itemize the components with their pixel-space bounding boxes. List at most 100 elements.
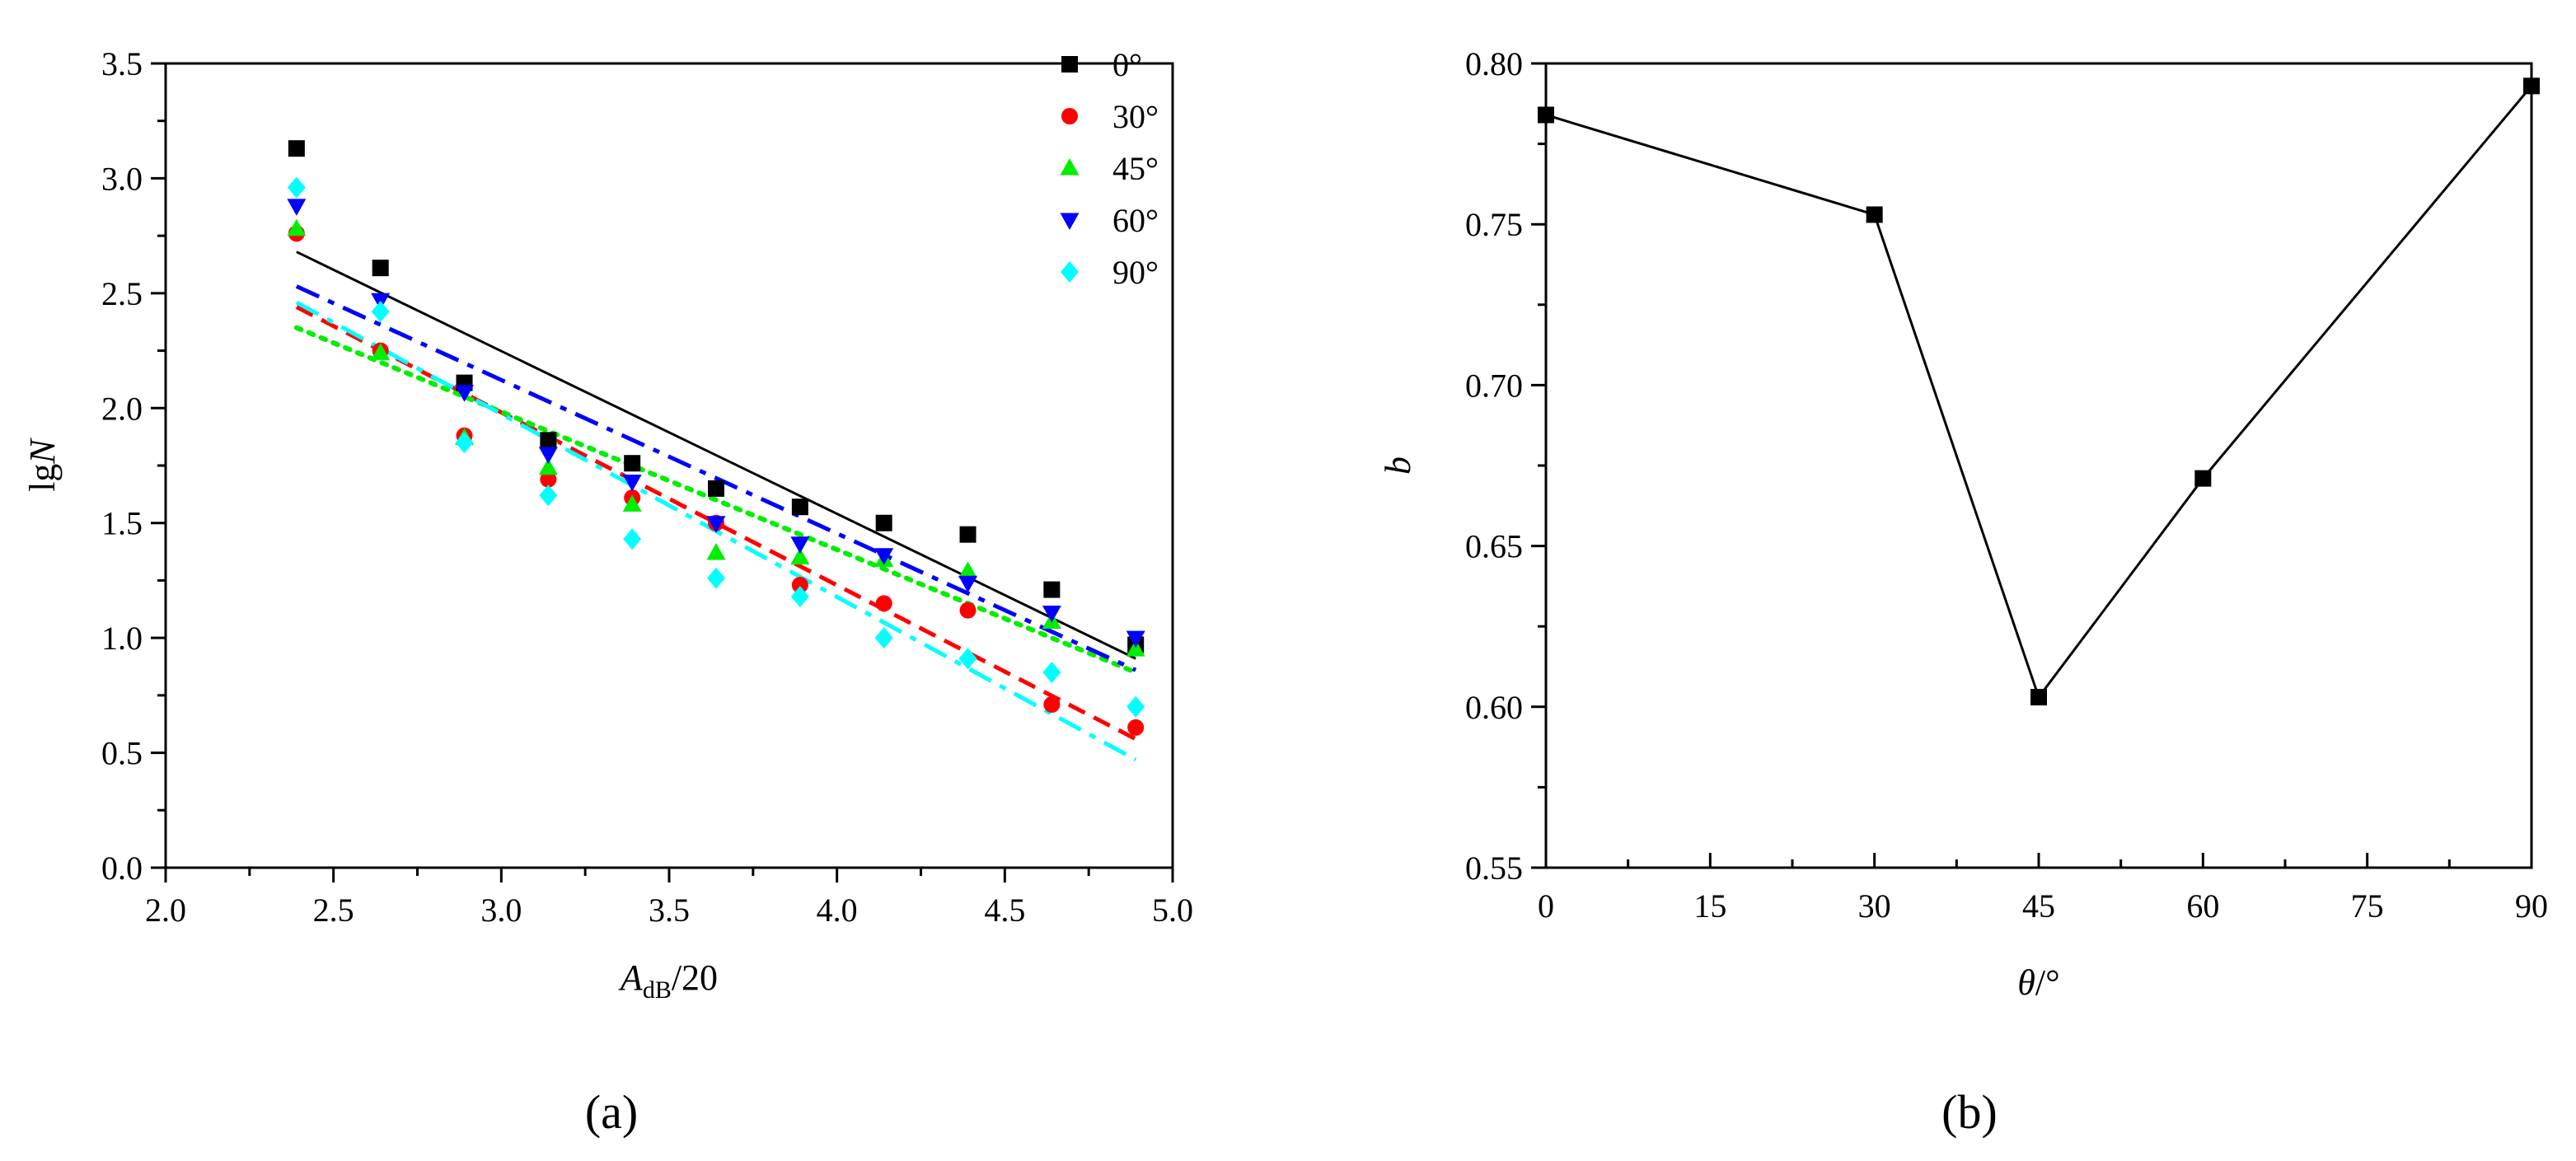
point-0deg [288, 140, 305, 157]
y-tick-label: 1.5 [101, 505, 143, 542]
point-45deg [1126, 639, 1145, 657]
point-45deg [538, 457, 558, 475]
y-tick-label: 1.0 [101, 620, 143, 657]
y-tick-label: 0.0 [101, 850, 143, 887]
point-60deg [1126, 630, 1145, 648]
point-90deg [790, 585, 809, 607]
point-0deg [875, 514, 892, 531]
y-tick-label: 3.0 [101, 160, 143, 197]
point-90deg [1126, 695, 1145, 718]
point-0deg [540, 432, 557, 449]
y-tick-label: 0.70 [1465, 367, 1523, 404]
panel-a-label: (a) [585, 1085, 638, 1139]
panel-a-fit-lines [293, 250, 1139, 762]
x-tick-label: 30 [1858, 887, 1891, 925]
point-30deg [791, 577, 808, 594]
legend-label: 45° [1112, 150, 1159, 187]
point-0deg [959, 526, 977, 543]
legend-label: 60° [1112, 202, 1159, 239]
point-0deg [372, 260, 389, 277]
point-90deg [371, 301, 390, 323]
legend-marker-60deg [1060, 213, 1080, 230]
panel-a-x-axis-label: AdB/20 [618, 957, 718, 1004]
point-60deg [455, 385, 475, 402]
point-90deg [958, 648, 977, 670]
point-0deg [791, 499, 808, 516]
x-tick-label: 90 [2515, 887, 2548, 925]
panel-b-points [1538, 77, 2540, 706]
point-45deg [706, 542, 726, 560]
panel-b-tick-labels: 0 15 30 45 60 75 90 0.55 0.60 0.65 0.70 0.75 0.80 [1465, 45, 2548, 925]
series-line-b [1545, 85, 2533, 700]
y-tick-label: 0.5 [101, 735, 143, 772]
legend-marker-0deg [1061, 56, 1078, 73]
point-45deg [958, 561, 978, 578]
point-45deg [371, 343, 391, 360]
panel-a-points [287, 140, 1145, 736]
legend-marker-45deg [1060, 158, 1080, 176]
point-45deg [622, 494, 642, 512]
panel-b-chart: 0 15 30 45 60 75 90 0.55 0.60 0.65 0.70 0.75 0.80 θ/… [1378, 45, 2548, 1139]
x-tick-label: 75 [2351, 887, 2384, 925]
legend-marker-30deg [1061, 108, 1078, 124]
y-tick-label: 0.80 [1465, 45, 1523, 82]
panel-b-y-axis-label: b [1378, 456, 1418, 475]
y-tick-label: 2.0 [101, 390, 143, 427]
point-0deg [1043, 581, 1061, 598]
point-90deg [874, 627, 893, 649]
point-60deg [706, 516, 726, 533]
panel-a-y-axis-label: lgN [22, 438, 63, 492]
point-b [2030, 689, 2047, 706]
point-60deg [1042, 605, 1061, 623]
point-60deg [287, 199, 307, 216]
point-b [1866, 206, 1883, 223]
point-45deg [790, 547, 810, 565]
point-0deg [624, 455, 641, 472]
point-60deg [874, 548, 894, 565]
legend-label: 30° [1112, 98, 1159, 135]
x-tick-label: 45 [2022, 887, 2055, 925]
point-30deg [875, 595, 892, 612]
panel-a-axes-frame [164, 62, 1174, 869]
x-tick-label: 60 [2186, 887, 2219, 925]
fit-line-60deg [295, 284, 1137, 672]
fit-line-45deg [293, 325, 1139, 675]
y-tick-label: 0.60 [1465, 689, 1523, 726]
panel-a-legend: 0° 30° 45° 60° 90° [1060, 46, 1159, 291]
panel-b-axes-frame [1544, 62, 2533, 869]
point-90deg [707, 567, 726, 589]
x-tick-label: 0 [1538, 887, 1554, 925]
point-90deg [539, 485, 558, 507]
x-tick-label: 3.0 [480, 892, 522, 929]
point-90deg [623, 528, 642, 550]
panel-b-ticks [1531, 62, 2533, 869]
y-tick-label: 0.55 [1465, 850, 1523, 887]
y-tick-label: 3.5 [101, 45, 143, 82]
panel-a-ticks [151, 62, 1174, 882]
point-45deg [287, 218, 307, 236]
point-60deg [622, 475, 642, 492]
legend-label: 90° [1112, 254, 1159, 291]
legend-marker-90deg [1061, 261, 1079, 283]
fit-line-0deg [296, 250, 1136, 660]
point-30deg [959, 602, 977, 619]
point-90deg [287, 176, 306, 199]
y-tick-label: 0.75 [1465, 206, 1523, 243]
point-60deg [958, 575, 978, 593]
point-30deg [1043, 696, 1061, 714]
panel-a-tick-labels: 2.0 2.5 3.0 3.5 4.0 4.5 5.0 0.0 0.5 1.0 1.5 2.0 2.5 3… [101, 45, 1193, 929]
point-60deg [538, 447, 558, 465]
panel-b-label: (b) [1941, 1085, 1998, 1139]
panel-b-x-axis-label: θ/° [2017, 962, 2059, 1003]
panel-a-chart: 2.0 2.5 3.0 3.5 4.0 4.5 5.0 0.0 0.5 1.0 1.5 2.0 2.5 3… [22, 45, 1193, 1139]
x-tick-label: 4.0 [817, 892, 858, 929]
x-tick-label: 2.5 [313, 892, 354, 929]
point-30deg [540, 470, 557, 488]
point-90deg [1042, 661, 1061, 683]
point-60deg [790, 536, 810, 554]
point-b [2194, 470, 2212, 487]
y-tick-label: 0.65 [1465, 528, 1523, 565]
panel-b-series-line [1545, 85, 2533, 700]
x-tick-label: 15 [1693, 887, 1726, 925]
